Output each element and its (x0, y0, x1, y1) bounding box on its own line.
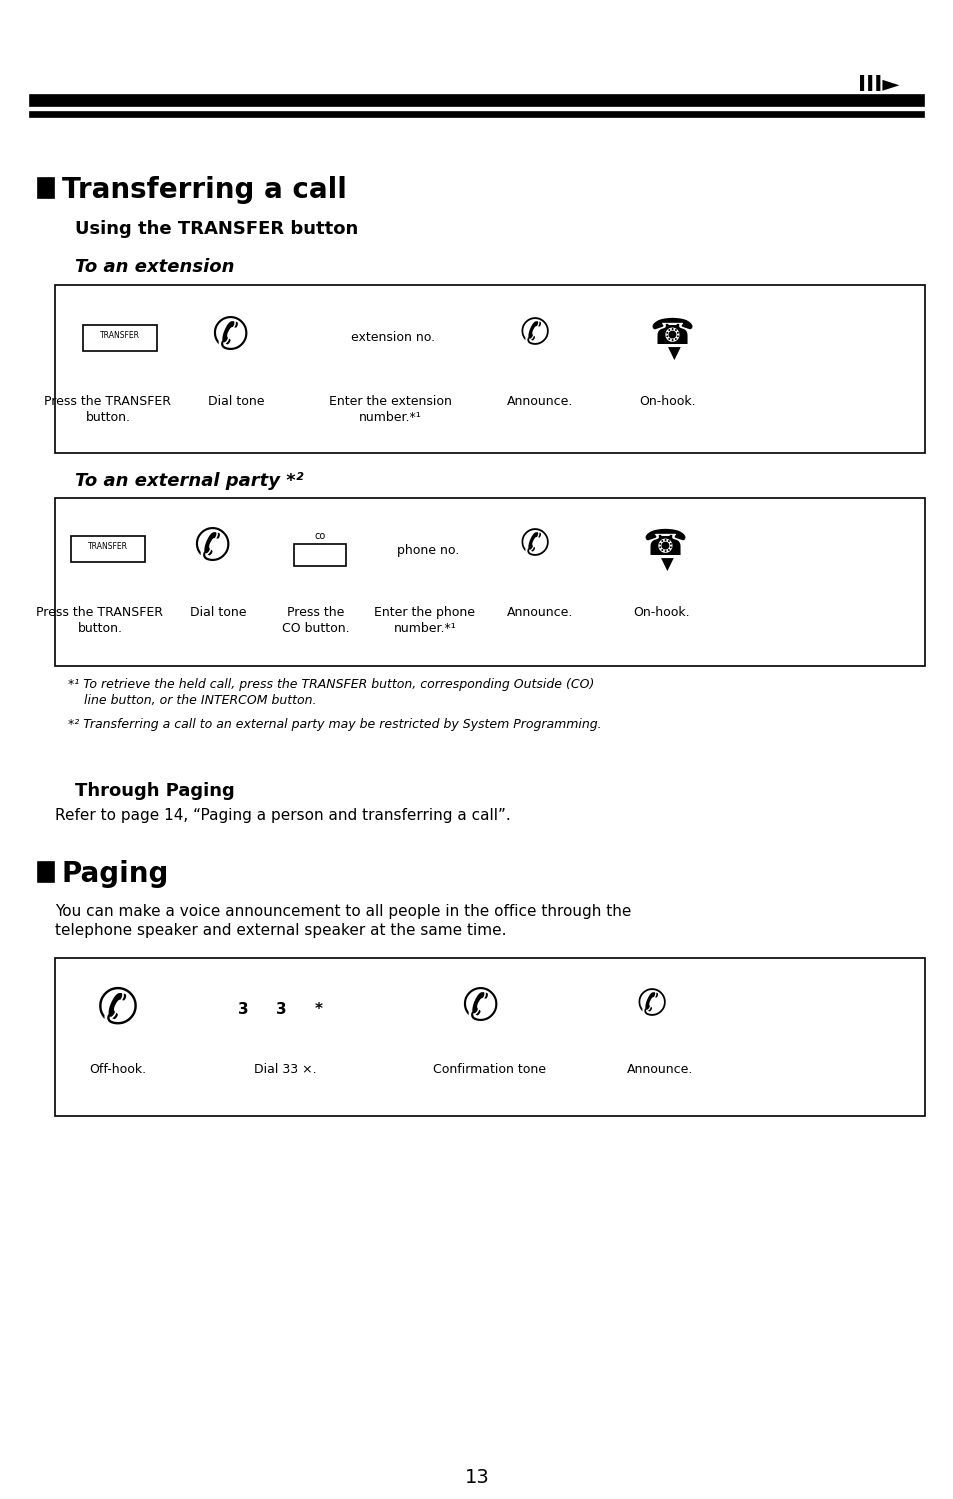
Text: ✆: ✆ (97, 986, 139, 1034)
Text: Enter the phone
number.*¹: Enter the phone number.*¹ (375, 606, 475, 636)
Bar (294, 544, 346, 567)
Text: Paging: Paging (62, 860, 170, 887)
Text: Refer to page 14, “Paging a person and transferring a call”.: Refer to page 14, “Paging a person and t… (55, 808, 510, 823)
Text: Press the TRANSFER
button.: Press the TRANSFER button. (45, 396, 172, 424)
Bar (30, 112, 923, 117)
Text: Dial tone: Dial tone (208, 396, 264, 408)
FancyBboxPatch shape (264, 992, 297, 1027)
Text: On-hook.: On-hook. (639, 396, 696, 408)
FancyBboxPatch shape (302, 992, 335, 1027)
Bar (55, 958, 924, 1115)
Text: TRANSFER: TRANSFER (100, 330, 140, 339)
Text: ☎: ☎ (641, 528, 687, 562)
Text: 3: 3 (237, 1001, 248, 1016)
Text: ✆: ✆ (212, 315, 249, 358)
Text: Announce.: Announce. (506, 396, 573, 408)
Text: On-hook.: On-hook. (633, 606, 690, 619)
Text: Press the TRANSFER
button.: Press the TRANSFER button. (36, 606, 163, 636)
Text: Using the TRANSFER button: Using the TRANSFER button (75, 220, 358, 238)
Text: Confirmation tone: Confirmation tone (433, 1063, 546, 1076)
Text: *: * (314, 1001, 323, 1016)
FancyBboxPatch shape (327, 319, 458, 355)
Bar (71, 537, 145, 562)
Text: ✆: ✆ (461, 986, 498, 1028)
Text: III►: III► (858, 75, 899, 94)
Text: To an extension: To an extension (75, 258, 234, 276)
Text: *¹ To retrieve the held call, press the TRANSFER button, corresponding Outside (: *¹ To retrieve the held call, press the … (68, 678, 594, 708)
Text: ☎: ☎ (649, 316, 694, 351)
Text: Off-hook.: Off-hook. (90, 1063, 147, 1076)
Text: ▼: ▼ (667, 345, 679, 363)
Text: phone no.: phone no. (396, 544, 458, 556)
Text: Through Paging: Through Paging (75, 782, 234, 800)
Text: To an external party *²: To an external party *² (75, 472, 303, 490)
Bar (38, 862, 54, 881)
Text: *² Transferring a call to an external party may be restricted by System Programm: *² Transferring a call to an external pa… (68, 718, 601, 732)
Text: Announce.: Announce. (506, 606, 573, 619)
Text: 13: 13 (464, 1468, 489, 1487)
Text: You can make a voice announcement to all people in the office through the
teleph: You can make a voice announcement to all… (55, 904, 631, 937)
Text: Transferring a call: Transferring a call (62, 175, 347, 204)
Text: Enter the extension
number.*¹: Enter the extension number.*¹ (328, 396, 451, 424)
Bar (38, 178, 54, 198)
Text: ✆: ✆ (519, 316, 550, 351)
Text: ✆: ✆ (193, 526, 231, 570)
Bar (55, 498, 924, 666)
Bar (30, 94, 923, 106)
Bar (55, 285, 924, 453)
Bar (83, 325, 157, 351)
Text: TRANSFER: TRANSFER (88, 541, 128, 550)
Text: ▼: ▼ (659, 556, 673, 574)
Text: Press the
CO button.: Press the CO button. (282, 606, 350, 636)
Text: ✆: ✆ (519, 528, 550, 562)
Text: co: co (314, 531, 325, 541)
Text: 3: 3 (275, 1001, 286, 1016)
FancyBboxPatch shape (373, 534, 482, 567)
Text: ✆: ✆ (637, 988, 666, 1022)
Text: Dial 33 ×.: Dial 33 ×. (253, 1063, 316, 1076)
Text: Dial tone: Dial tone (190, 606, 246, 619)
Text: extension no.: extension no. (351, 330, 435, 343)
Text: Announce.: Announce. (626, 1063, 693, 1076)
FancyBboxPatch shape (226, 992, 260, 1027)
